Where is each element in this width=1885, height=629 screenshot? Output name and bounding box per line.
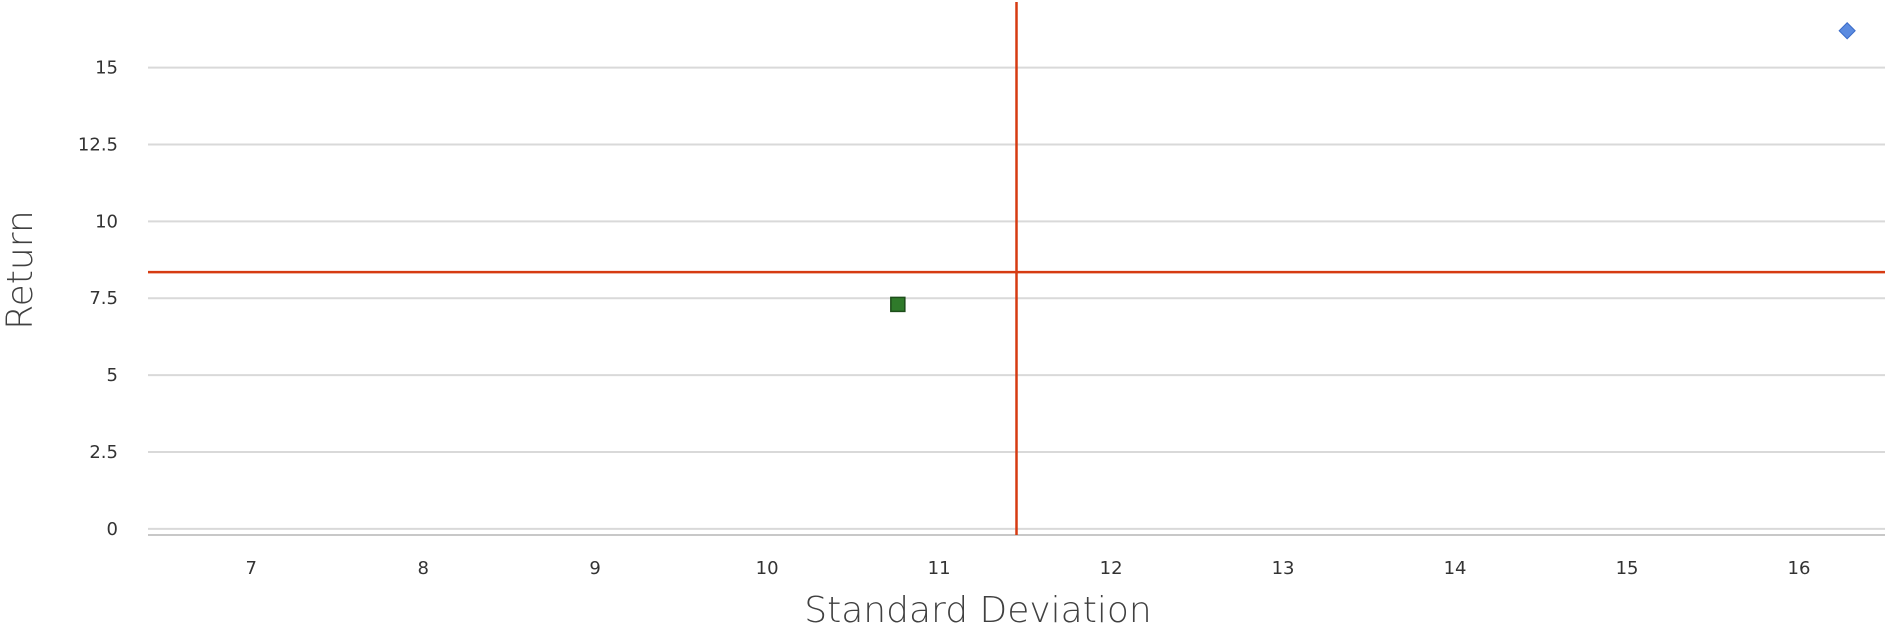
x-axis-title: Standard Deviation [804,590,1151,629]
y-tick-label: 15 [95,58,118,79]
x-tick-label: 11 [928,558,951,579]
y-tick-label: 10 [95,211,118,232]
data-point-square [890,296,906,313]
x-tick-label: 14 [1444,558,1467,579]
x-tick-label: 7 [245,558,256,579]
x-tick-label: 12 [1100,558,1123,579]
x-tick-label: 15 [1616,558,1639,579]
y-axis-title: Return [0,210,41,329]
y-tick-label: 5 [107,365,118,386]
data-points [890,22,1856,313]
y-tick-label: 7.5 [89,288,118,309]
reference-lines [148,2,1885,535]
y-tick-label: 0 [107,519,118,540]
tick-labels: 0 2.5 5 7.5 10 12.5 15 7 8 9 10 11 12 13 14 15 16 [78,58,1811,579]
x-tick-label: 10 [756,558,779,579]
x-tick-label: 16 [1788,558,1811,579]
x-tick-label: 13 [1272,558,1295,579]
data-point-diamond [1838,22,1856,40]
y-tick-label: 2.5 [89,442,118,463]
y-tick-label: 12.5 [78,135,118,156]
x-tick-label: 8 [417,558,428,579]
x-tick-label: 9 [589,558,600,579]
